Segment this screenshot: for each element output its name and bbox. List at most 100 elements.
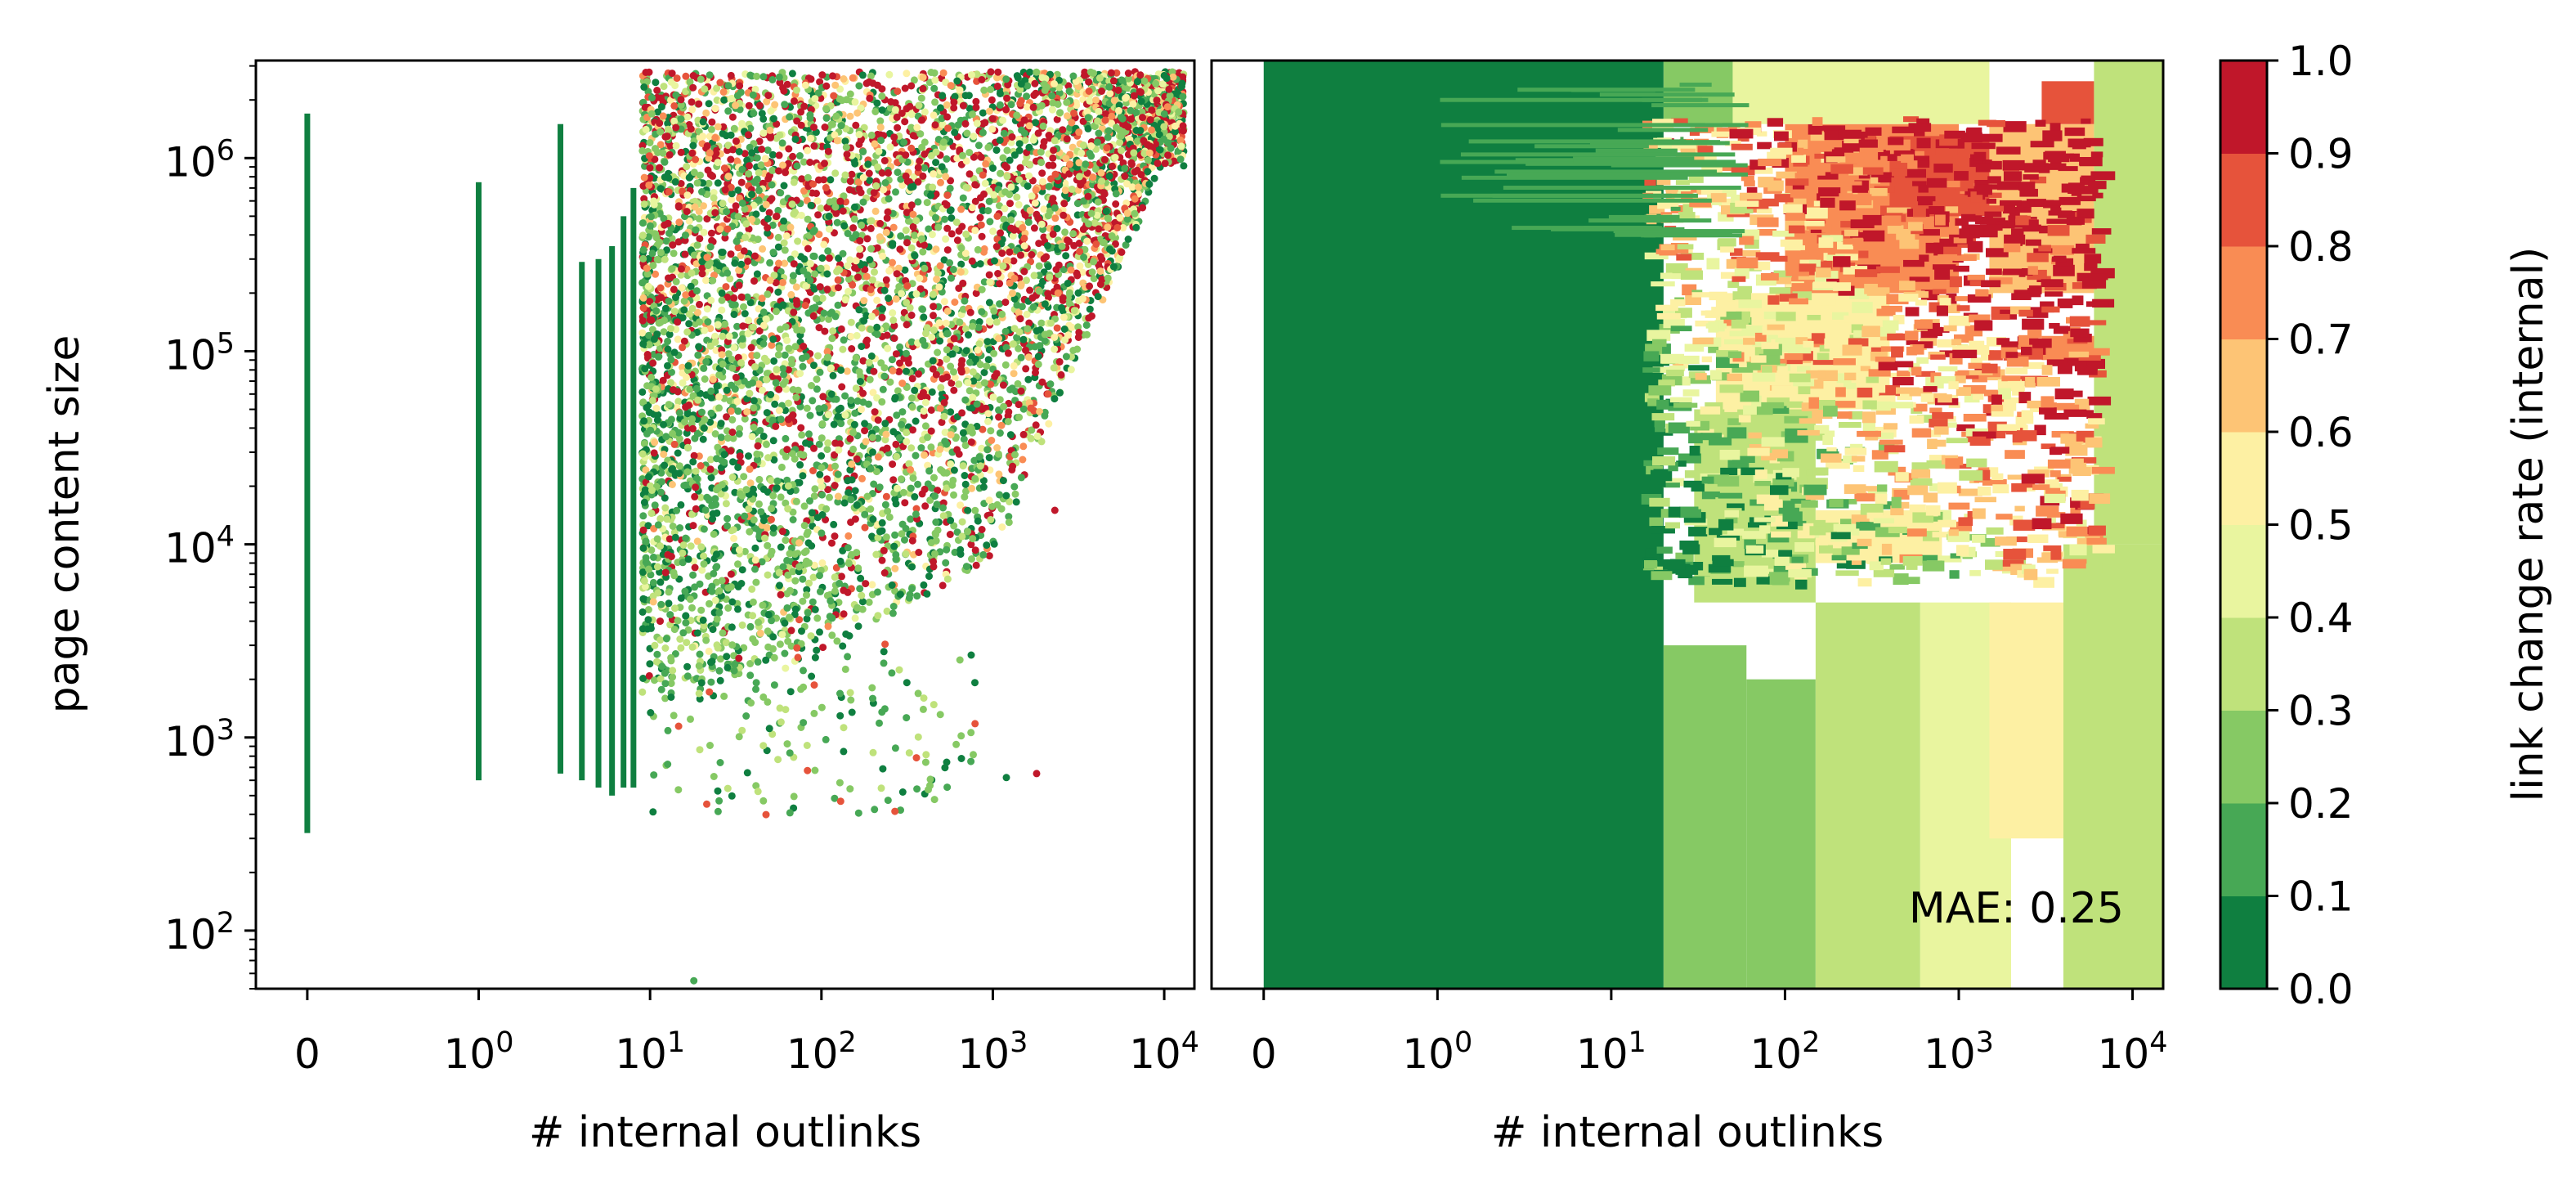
scatter-point xyxy=(819,644,827,652)
scatter-point xyxy=(1025,319,1033,327)
scatter-point xyxy=(903,70,911,78)
scatter-point xyxy=(940,298,948,306)
scatter-point xyxy=(891,564,899,572)
scatter-point xyxy=(789,272,797,280)
scatter-point xyxy=(984,356,992,364)
scatter-point xyxy=(753,72,761,80)
scatter-point xyxy=(979,171,987,179)
scatter-point xyxy=(816,368,824,376)
scatter-point xyxy=(911,231,919,240)
scatter-point xyxy=(802,547,810,555)
scatter-point xyxy=(916,130,925,138)
scatter-point xyxy=(929,290,937,299)
scatter-point xyxy=(711,430,719,438)
scatter-point xyxy=(987,427,995,435)
scatter-point xyxy=(645,331,653,339)
scatter-point xyxy=(950,334,958,343)
scatter-point xyxy=(1019,224,1027,231)
scatter-point xyxy=(800,102,809,110)
scatter-point xyxy=(1065,170,1073,178)
scatter-point xyxy=(898,290,906,298)
scatter-point xyxy=(638,608,647,616)
scatter-point xyxy=(746,527,754,536)
scatter-point xyxy=(903,321,911,329)
scatter-point xyxy=(737,359,745,367)
scatter-point xyxy=(1084,124,1092,132)
scatter-point xyxy=(897,232,905,240)
scatter-point xyxy=(998,523,1006,531)
scatter-point xyxy=(884,507,892,515)
scatter-point xyxy=(1065,88,1073,96)
scatter-point xyxy=(696,650,704,658)
scatter-point xyxy=(858,324,866,332)
scatter-point xyxy=(886,143,894,151)
scatter-point xyxy=(907,444,916,452)
scatter-point xyxy=(867,325,875,334)
scatter-point xyxy=(723,208,731,216)
scatter-point xyxy=(1086,282,1094,290)
scatter-point xyxy=(982,159,990,168)
scatter-point xyxy=(719,88,728,96)
scatter-point xyxy=(975,381,983,389)
scatter-point xyxy=(961,297,969,305)
scatter-point xyxy=(674,617,682,625)
scatter-point xyxy=(711,332,719,340)
scatter-point xyxy=(955,227,963,235)
scatter-point xyxy=(820,240,828,249)
scatter-point xyxy=(873,296,881,304)
scatter-point xyxy=(693,629,701,637)
scatter-point xyxy=(705,179,713,187)
scatter-point xyxy=(1015,344,1023,352)
scatter-point xyxy=(886,378,894,386)
scatter-point xyxy=(1010,361,1018,370)
scatter-point xyxy=(848,170,856,178)
scatter-point xyxy=(722,283,730,291)
scatter-point xyxy=(1015,146,1024,155)
scatter-point xyxy=(931,76,939,84)
scatter-point xyxy=(961,442,970,450)
scatter-point xyxy=(729,526,737,534)
scatter-point xyxy=(894,387,902,395)
scatter-point xyxy=(999,116,1007,124)
scatter-point xyxy=(903,438,911,446)
scatter-point xyxy=(1123,180,1131,188)
scatter-point xyxy=(720,96,728,104)
scatter-point xyxy=(969,368,977,376)
scatter-point xyxy=(1070,241,1078,249)
dense-column-5 xyxy=(609,245,616,796)
scatter-point xyxy=(871,207,880,215)
scatter-point xyxy=(765,209,773,217)
scatter-point xyxy=(856,251,864,259)
scatter-point xyxy=(1026,286,1034,294)
scatter-point xyxy=(932,536,940,545)
scatter-point xyxy=(775,406,783,415)
scatter-point xyxy=(665,535,674,543)
scatter-point xyxy=(674,397,683,406)
scatter-point xyxy=(961,472,969,479)
scatter-point xyxy=(731,259,739,267)
scatter-point xyxy=(889,316,898,324)
scatter-point xyxy=(783,476,791,484)
scatter-point xyxy=(664,345,672,353)
scatter-point xyxy=(764,215,772,222)
scatter-point xyxy=(681,587,689,595)
scatter-point xyxy=(713,382,721,390)
scatter-point xyxy=(977,153,985,161)
scatter-point xyxy=(1040,233,1048,241)
scatter-point xyxy=(660,83,668,91)
scatter-point xyxy=(1024,375,1033,384)
scatter-point xyxy=(968,257,976,265)
scatter-point xyxy=(835,446,843,454)
scatter-point xyxy=(943,307,952,315)
scatter-point xyxy=(854,564,862,572)
scatter-point xyxy=(882,533,890,541)
scatter-point xyxy=(645,152,653,160)
scatter-point xyxy=(903,209,911,217)
scatter-point xyxy=(870,189,878,197)
scatter-point xyxy=(939,512,948,520)
scatter-point xyxy=(950,522,958,530)
scatter-point xyxy=(796,445,804,453)
scatter-point xyxy=(730,534,738,542)
scatter-point xyxy=(951,128,959,137)
scatter-points xyxy=(304,68,1188,985)
